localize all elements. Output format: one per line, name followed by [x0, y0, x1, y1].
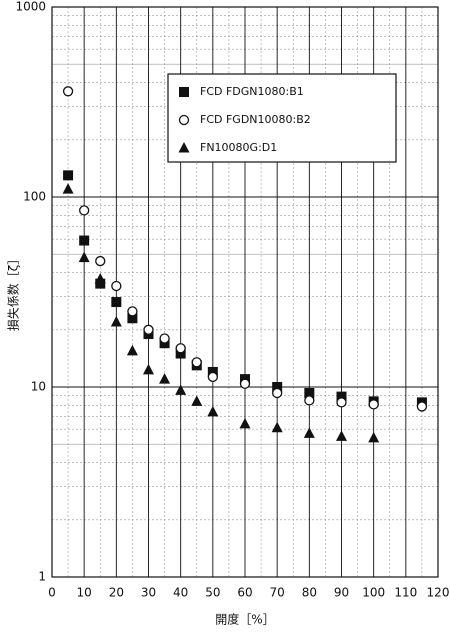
point: [336, 430, 347, 441]
y-tick-label: 10: [31, 380, 46, 394]
point: [271, 421, 283, 433]
x-tick-label: 100: [362, 586, 385, 600]
point: [191, 395, 203, 406]
x-tick-label: 90: [334, 586, 349, 600]
y-tick-label: 100: [23, 190, 46, 204]
point: [79, 205, 90, 216]
point: [79, 235, 90, 246]
point: [207, 405, 219, 417]
legend-marker: [179, 87, 189, 97]
point: [143, 324, 154, 335]
point: [191, 357, 202, 368]
legend-marker: [178, 114, 190, 126]
point: [111, 297, 122, 308]
point: [175, 343, 186, 354]
legend-label: FCD FDGN1080:B1: [200, 85, 304, 98]
point: [304, 395, 315, 406]
point: [95, 255, 106, 267]
point: [143, 363, 154, 375]
x-tick-label: 0: [48, 586, 56, 600]
point: [175, 384, 187, 395]
point: [127, 306, 138, 317]
point: [368, 399, 379, 410]
x-tick-label: 80: [302, 586, 317, 600]
x-tick-label: 50: [205, 586, 220, 600]
x-tick-label: 40: [173, 586, 188, 600]
legend-box: [167, 73, 397, 163]
point: [110, 315, 122, 327]
point: [336, 397, 347, 408]
point: [159, 373, 171, 384]
point: [95, 278, 106, 289]
point: [94, 273, 106, 284]
point: [368, 431, 380, 443]
x-tick-label: 20: [109, 586, 124, 600]
x-tick-label: 110: [394, 586, 417, 600]
point: [127, 313, 138, 324]
point: [207, 371, 218, 383]
y-axis-label: 損失係数［ζ］: [6, 253, 21, 332]
point: [175, 348, 186, 359]
y-tick-label: 1: [38, 570, 46, 584]
x-tick-label: 30: [141, 586, 156, 600]
legend-label: FN10080G:D1: [200, 141, 277, 154]
point: [239, 417, 251, 429]
point: [272, 387, 283, 399]
point: [416, 401, 428, 412]
point: [159, 333, 170, 344]
point: [62, 86, 74, 97]
point: [126, 344, 138, 356]
point: [111, 280, 122, 292]
point: [62, 183, 74, 194]
legend-label: FCD FGDN10080:B2: [200, 113, 311, 126]
point: [239, 378, 251, 389]
legend: FCD FDGN1080:B1 FCD FGDN10080:B2 FN10080G:…: [167, 73, 397, 163]
x-tick-label: 120: [427, 586, 450, 600]
point: [63, 170, 74, 181]
x-tick-label: 10: [77, 586, 92, 600]
point: [78, 251, 90, 263]
x-tick-label: 60: [237, 586, 252, 600]
point: [272, 382, 283, 392]
x-axis-label: 開度［%］: [215, 612, 274, 627]
point: [304, 387, 315, 398]
point: [336, 391, 347, 402]
y-tick-label: 1000: [15, 0, 46, 14]
legend-marker: [178, 142, 190, 153]
point: [303, 427, 315, 438]
x-tick-label: 70: [270, 586, 285, 600]
